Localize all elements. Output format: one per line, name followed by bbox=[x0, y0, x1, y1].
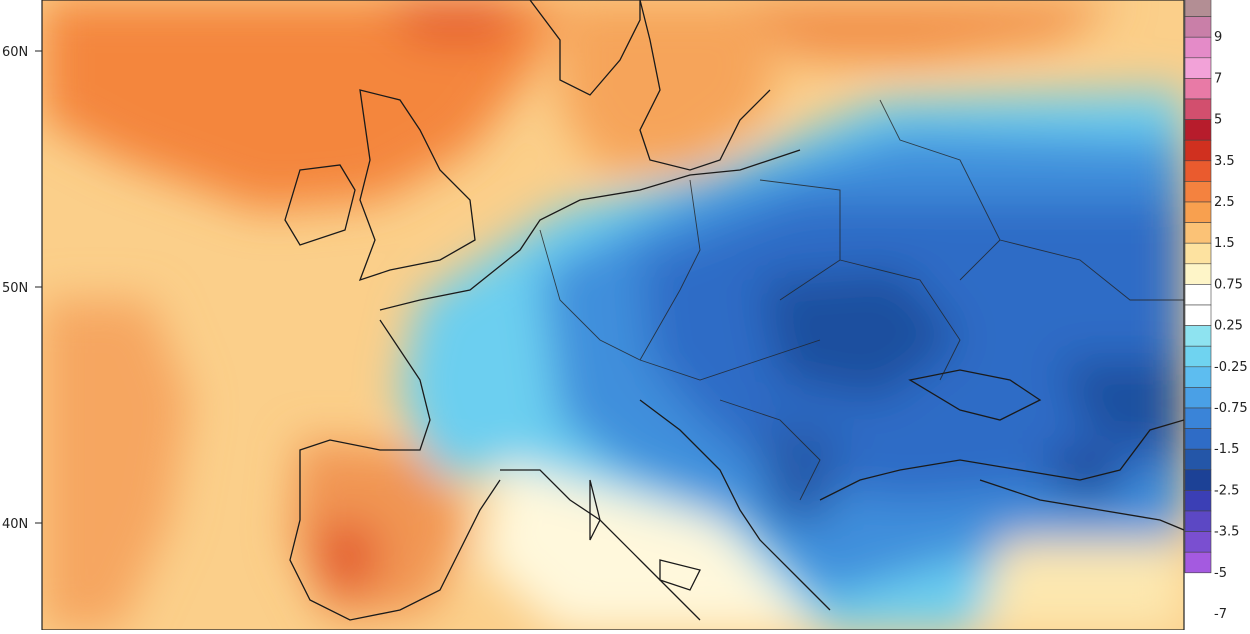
colorbar-band bbox=[1184, 325, 1212, 347]
colorbar-label: 7 bbox=[1214, 71, 1222, 86]
colorbar-band bbox=[1184, 366, 1212, 388]
colorbar-band bbox=[1184, 242, 1212, 265]
country-borders bbox=[539, 99, 1184, 501]
colorbar-band bbox=[1184, 36, 1212, 59]
colorbar-band bbox=[1184, 531, 1212, 553]
colorbar-band bbox=[1184, 160, 1212, 182]
colorbar-band bbox=[1184, 490, 1212, 512]
colorbar-band bbox=[1184, 181, 1212, 203]
lat-label-60n: 60N bbox=[2, 45, 28, 60]
colorbar-band bbox=[1184, 407, 1212, 429]
colorbar-band bbox=[1184, 304, 1212, 326]
colorbar-label: 2.5 bbox=[1214, 195, 1235, 210]
colorbar-label: 0.25 bbox=[1214, 319, 1243, 334]
colorbar-label: 3.5 bbox=[1214, 154, 1235, 169]
colorbar-band bbox=[1184, 284, 1212, 306]
colorbar-band bbox=[1184, 551, 1212, 574]
lat-label-50n: 50N bbox=[2, 281, 28, 296]
colorbar-band bbox=[1184, 201, 1212, 223]
colorbar-band bbox=[1184, 428, 1212, 450]
colorbar: 9 7 5 3.5 2.5 1.5 0.75 0.25 -0.25 -0.75 -1.5 -2.5 -3… bbox=[1184, 0, 1248, 622]
colorbar-label: -2.5 bbox=[1214, 483, 1239, 498]
colorbar-band bbox=[1184, 57, 1212, 79]
coastlines bbox=[284, 0, 1184, 621]
colorbar-label: -5 bbox=[1214, 566, 1227, 581]
colorbar-band bbox=[1184, 510, 1212, 532]
colorbar-label: 0.75 bbox=[1214, 277, 1243, 292]
colorbar-band bbox=[1184, 78, 1212, 100]
colorbar-label: -0.25 bbox=[1214, 360, 1248, 375]
latitude-axis: 60N 50N 40N bbox=[2, 45, 42, 532]
colorbar-band bbox=[1184, 263, 1212, 285]
colorbar-label: 1.5 bbox=[1214, 236, 1235, 251]
colorbar-label: -7 bbox=[1214, 607, 1227, 622]
colorbar-band bbox=[1184, 119, 1212, 141]
colorbar-label: 5 bbox=[1214, 113, 1222, 128]
colorbar-band bbox=[1184, 0, 1212, 17]
colorbar-band bbox=[1184, 16, 1212, 38]
colorbar-label: -3.5 bbox=[1214, 525, 1239, 540]
colorbar-label: 9 bbox=[1214, 30, 1222, 45]
colorbar-band bbox=[1184, 387, 1212, 409]
colorbar-band bbox=[1184, 139, 1212, 162]
colorbar-band bbox=[1184, 448, 1212, 471]
lat-label-40n: 40N bbox=[2, 517, 28, 532]
colorbar-label: -0.75 bbox=[1214, 401, 1248, 416]
colorbar-label: -1.5 bbox=[1214, 442, 1239, 457]
colorbar-band bbox=[1184, 345, 1212, 368]
colorbar-band bbox=[1184, 222, 1212, 244]
anomaly-field bbox=[42, 0, 1184, 630]
colorbar-band bbox=[1184, 469, 1212, 491]
colorbar-band bbox=[1184, 98, 1212, 120]
